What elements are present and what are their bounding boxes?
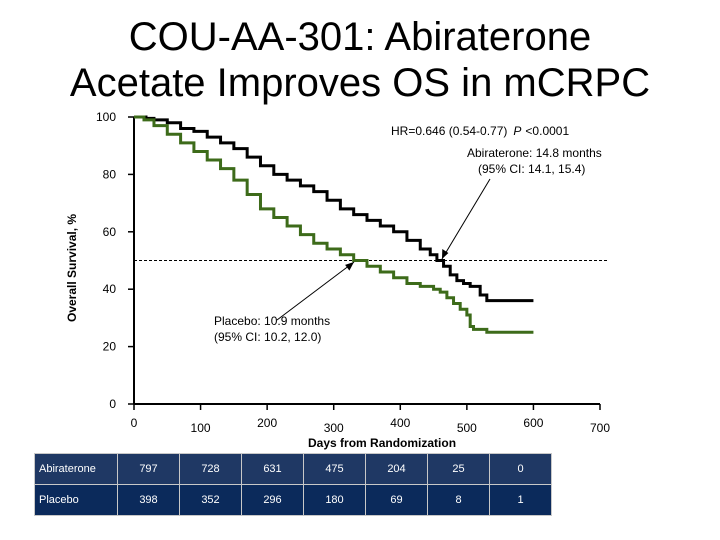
chart-title-line1: COU-AA-301: Abiraterone (128, 15, 592, 59)
risk-table-cell: 25 (427, 453, 490, 485)
y-tick-label: 40 (103, 282, 117, 296)
risk-table-cell: 69 (365, 484, 428, 516)
risk-table-cell: 180 (303, 484, 366, 516)
x-tick-label: 600 (523, 416, 543, 430)
chart-title: COU-AA-301: Abiraterone Acetate Improves… (0, 14, 720, 106)
risk-table-row-label: Placebo (34, 484, 118, 516)
survival-line-placebo (134, 115, 534, 334)
risk-table: Abiraterone 797 728 631 475 204 25 0 Placebo 398 3… (34, 453, 552, 516)
x-axis-title: Days from Randomization (308, 436, 456, 450)
y-tick-label: 60 (103, 225, 117, 239)
risk-table-cell: 398 (117, 484, 180, 516)
placebo-pointer-arrowhead (345, 262, 354, 271)
x-tick-label: 500 (457, 421, 477, 435)
x-tick-label: 0 (131, 416, 138, 430)
axes: 0 100 200 300 400 500 600 700 0 20 40 60 80 100 (96, 110, 610, 435)
y-tick-label: 100 (96, 110, 116, 124)
x-tick-label: 200 (257, 416, 277, 430)
abiraterone-ci-text: (95% CI: 14.1, 15.4) (478, 162, 585, 176)
y-tick-label: 20 (103, 340, 117, 354)
risk-table-cell: 1 (489, 484, 552, 516)
y-tick-label: 80 (103, 167, 117, 181)
abiraterone-median-text: Abiraterone: 14.8 months (467, 146, 602, 160)
risk-table-cell: 0 (489, 453, 552, 485)
risk-table-cell: 352 (179, 484, 242, 516)
x-tick-label: 700 (590, 421, 610, 435)
abiraterone-pointer-line (441, 178, 491, 260)
x-tick-label: 400 (390, 416, 410, 430)
x-tick-label: 100 (191, 421, 211, 435)
survival-line-abiraterone (134, 115, 534, 303)
y-tick-label: 0 (109, 397, 116, 411)
annotations: HR=0.646 (0.54-0.77) P <0.0001 Abiraterone… (65, 124, 602, 450)
risk-table-cell: 296 (241, 484, 304, 516)
risk-table-cell: 728 (179, 453, 242, 485)
risk-table-cell: 8 (427, 484, 490, 516)
placebo-pointer-line (276, 261, 355, 321)
placebo-ci-text: (95% CI: 10.2, 12.0) (214, 330, 321, 344)
abiraterone-pointer-arrowhead (442, 249, 449, 259)
x-tick-label: 300 (324, 421, 344, 435)
risk-table-cell: 475 (303, 453, 366, 485)
risk-table-row: Abiraterone 797 728 631 475 204 25 0 (34, 453, 552, 485)
risk-table-row-label: Abiraterone (34, 453, 118, 485)
hr-text: HR=0.646 (0.54-0.77) P <0.0001 (391, 124, 569, 138)
chart-title-line2: Acetate Improves OS in mCRPC (69, 61, 651, 105)
survival-curves (134, 115, 534, 334)
risk-table-cell: 797 (117, 453, 180, 485)
risk-table-row: Placebo 398 352 296 180 69 8 1 (34, 484, 552, 516)
survival-chart: 0 100 200 300 400 500 600 700 0 20 40 60 80 100 HR=0.… (65, 110, 610, 450)
risk-table-cell: 631 (241, 453, 304, 485)
placebo-median-text: Placebo: 10.9 months (214, 314, 330, 328)
risk-table-cell: 204 (365, 453, 428, 485)
y-axis-title: Overall Survival, % (65, 214, 79, 322)
